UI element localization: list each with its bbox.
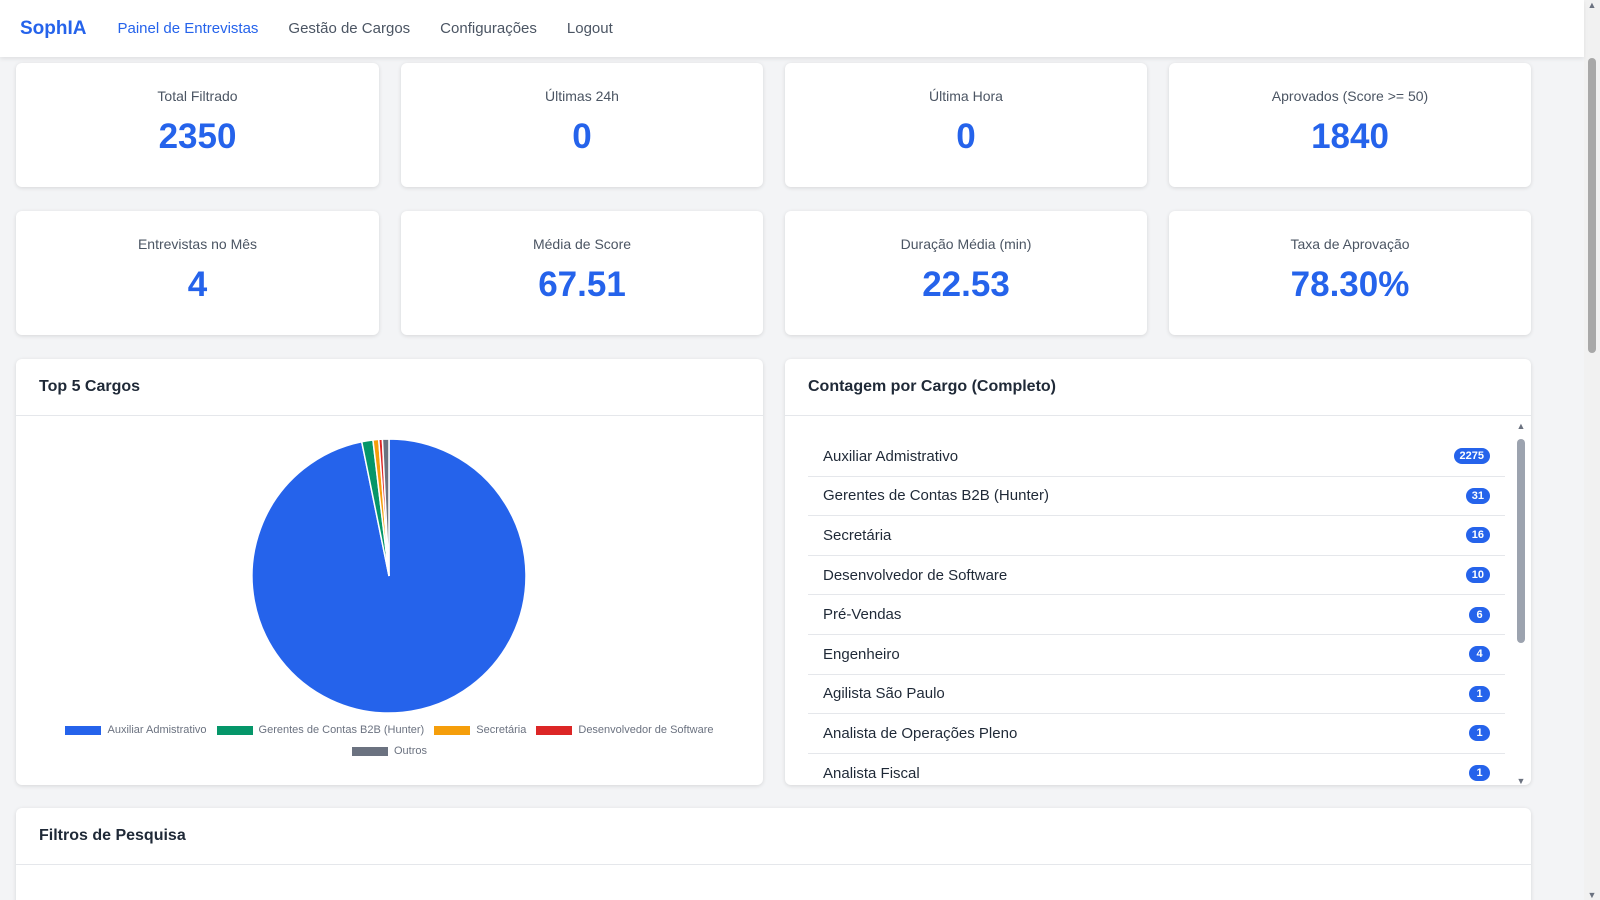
scroll-down-arrow-icon[interactable]: ▼: [1516, 776, 1526, 785]
cargo-label: Auxiliar Admistrativo: [823, 447, 959, 465]
legend-swatch: [216, 726, 253, 735]
legend-label: Gerentes de Contas B2B (Hunter): [258, 724, 425, 736]
cargo-label: Engenheiro: [823, 645, 900, 663]
legend-item[interactable]: Auxiliar Admistrativo: [65, 720, 207, 741]
list-item: Auxiliar Admistrativo 2275: [808, 437, 1505, 477]
stat-card-taxa-aprovacao: Taxa de Aprovação 78.30%: [1169, 211, 1531, 335]
stat-card-aprovados: Aprovados (Score >= 50) 1840: [1169, 63, 1531, 187]
count-badge: 10: [1465, 567, 1490, 584]
panel-title: Contagem por Cargo (Completo): [785, 359, 1531, 416]
legend-label: Auxiliar Admistrativo: [107, 724, 207, 736]
stat-value: 67.51: [538, 265, 626, 304]
list-item: Analista de Operações Pleno 1: [808, 714, 1505, 754]
legend-item[interactable]: Outros: [351, 741, 427, 762]
cargo-count-list: Auxiliar Admistrativo 2275 Gerentes de Con…: [808, 437, 1505, 785]
stat-card-duracao-media: Duração Média (min) 22.53: [785, 211, 1147, 335]
filtros-pesquisa-panel: Filtros de Pesquisa: [16, 808, 1531, 900]
legend-swatch: [536, 726, 573, 735]
nav-link-logout[interactable]: Logout: [566, 20, 613, 37]
count-badge: 1: [1469, 765, 1490, 782]
legend-item[interactable]: Gerentes de Contas B2B (Hunter): [216, 720, 425, 741]
legend-swatch: [65, 726, 102, 735]
stat-card-ultima-hora: Última Hora 0: [785, 63, 1147, 187]
contagem-cargo-panel: Contagem por Cargo (Completo) Auxiliar A…: [785, 359, 1531, 785]
nav-link-painel-entrevistas[interactable]: Painel de Entrevistas: [117, 20, 259, 37]
count-badge: 1: [1469, 725, 1490, 742]
cargo-label: Secretária: [823, 526, 892, 544]
pie-slice[interactable]: [381, 438, 390, 577]
nav-link-gestao-cargos[interactable]: Gestão de Cargos: [288, 20, 411, 37]
legend-swatch: [434, 726, 471, 735]
stat-label: Total Filtrado: [157, 88, 238, 104]
page-scrollbar[interactable]: ▲ ▼: [1584, 0, 1600, 900]
stat-value: 22.53: [922, 265, 1010, 304]
top-navbar: SophIA Painel de Entrevistas Gestão de C…: [0, 0, 1584, 57]
list-item: Agilista São Paulo 1: [808, 675, 1505, 715]
list-item: Pré-Vendas 6: [808, 595, 1505, 635]
legend-label: Secretária: [476, 724, 527, 736]
nav-link-configuracoes[interactable]: Configurações: [440, 20, 537, 37]
page-scroll-down-icon[interactable]: ▼: [1587, 890, 1597, 900]
cargo-label: Analista Fiscal: [823, 764, 920, 782]
stat-label: Taxa de Aprovação: [1290, 236, 1410, 252]
cargo-label: Analista de Operações Pleno: [823, 724, 1018, 742]
stat-value: 78.30%: [1290, 265, 1410, 304]
stat-card-entrevistas-mes: Entrevistas no Mês 4: [16, 211, 379, 335]
page-scroll-up-icon[interactable]: ▲: [1587, 0, 1597, 10]
stat-value: 2350: [158, 117, 237, 156]
list-item: Secretária 16: [808, 516, 1505, 556]
stat-label: Duração Média (min): [900, 236, 1032, 252]
stat-card-total-filtrado: Total Filtrado 2350: [16, 63, 379, 187]
stat-label: Última Hora: [929, 88, 1003, 104]
page-scroll-thumb[interactable]: [1588, 58, 1596, 353]
count-badge: 1: [1469, 685, 1490, 702]
stat-value: 0: [572, 117, 592, 156]
count-badge: 4: [1469, 646, 1490, 663]
panel-title: Top 5 Cargos: [16, 359, 763, 416]
legend-label: Outros: [393, 745, 427, 757]
list-item: Analista Fiscal 1: [808, 754, 1505, 785]
cargo-label: Agilista São Paulo: [823, 685, 945, 703]
stat-label: Aprovados (Score >= 50): [1271, 88, 1429, 104]
cargo-label: Desenvolvedor de Software: [823, 566, 1008, 584]
list-scrollbar[interactable]: ▲ ▼: [1515, 421, 1527, 785]
legend-label: Desenvolvedor de Software: [578, 724, 714, 736]
stat-value: 0: [956, 117, 976, 156]
stat-value: 4: [187, 265, 208, 304]
brand-logo[interactable]: SophIA: [20, 17, 87, 39]
legend-item[interactable]: Desenvolvedor de Software: [536, 720, 714, 741]
cargo-label: Pré-Vendas: [823, 606, 902, 624]
count-badge: 2275: [1453, 448, 1490, 465]
scroll-up-arrow-icon[interactable]: ▲: [1516, 421, 1526, 431]
list-item: Engenheiro 4: [808, 635, 1505, 675]
chart-legend: Auxiliar Admistrativo Gerentes de Contas …: [16, 720, 763, 762]
count-badge: 16: [1465, 527, 1490, 544]
pie-chart: [251, 438, 527, 714]
list-item: Desenvolvedor de Software 10: [808, 556, 1505, 596]
cargo-label: Gerentes de Contas B2B (Hunter): [823, 487, 1049, 505]
count-badge: 6: [1469, 606, 1490, 623]
legend-item[interactable]: Secretária: [434, 720, 526, 741]
stat-card-media-score: Média de Score 67.51: [401, 211, 763, 335]
panel-title: Filtros de Pesquisa: [16, 808, 1531, 865]
stat-value: 1840: [1311, 117, 1389, 156]
count-badge: 31: [1465, 487, 1490, 504]
stat-label: Últimas 24h: [545, 88, 619, 104]
top5-cargos-panel: Top 5 Cargos Auxiliar Admistrativo Gerent…: [16, 359, 763, 785]
stat-label: Média de Score: [532, 236, 632, 252]
stat-label: Entrevistas no Mês: [137, 236, 258, 252]
stat-card-ultimas-24h: Últimas 24h 0: [401, 63, 763, 187]
list-scroll-thumb[interactable]: [1517, 439, 1525, 643]
legend-swatch: [351, 747, 388, 756]
list-item: Gerentes de Contas B2B (Hunter) 31: [808, 477, 1505, 517]
